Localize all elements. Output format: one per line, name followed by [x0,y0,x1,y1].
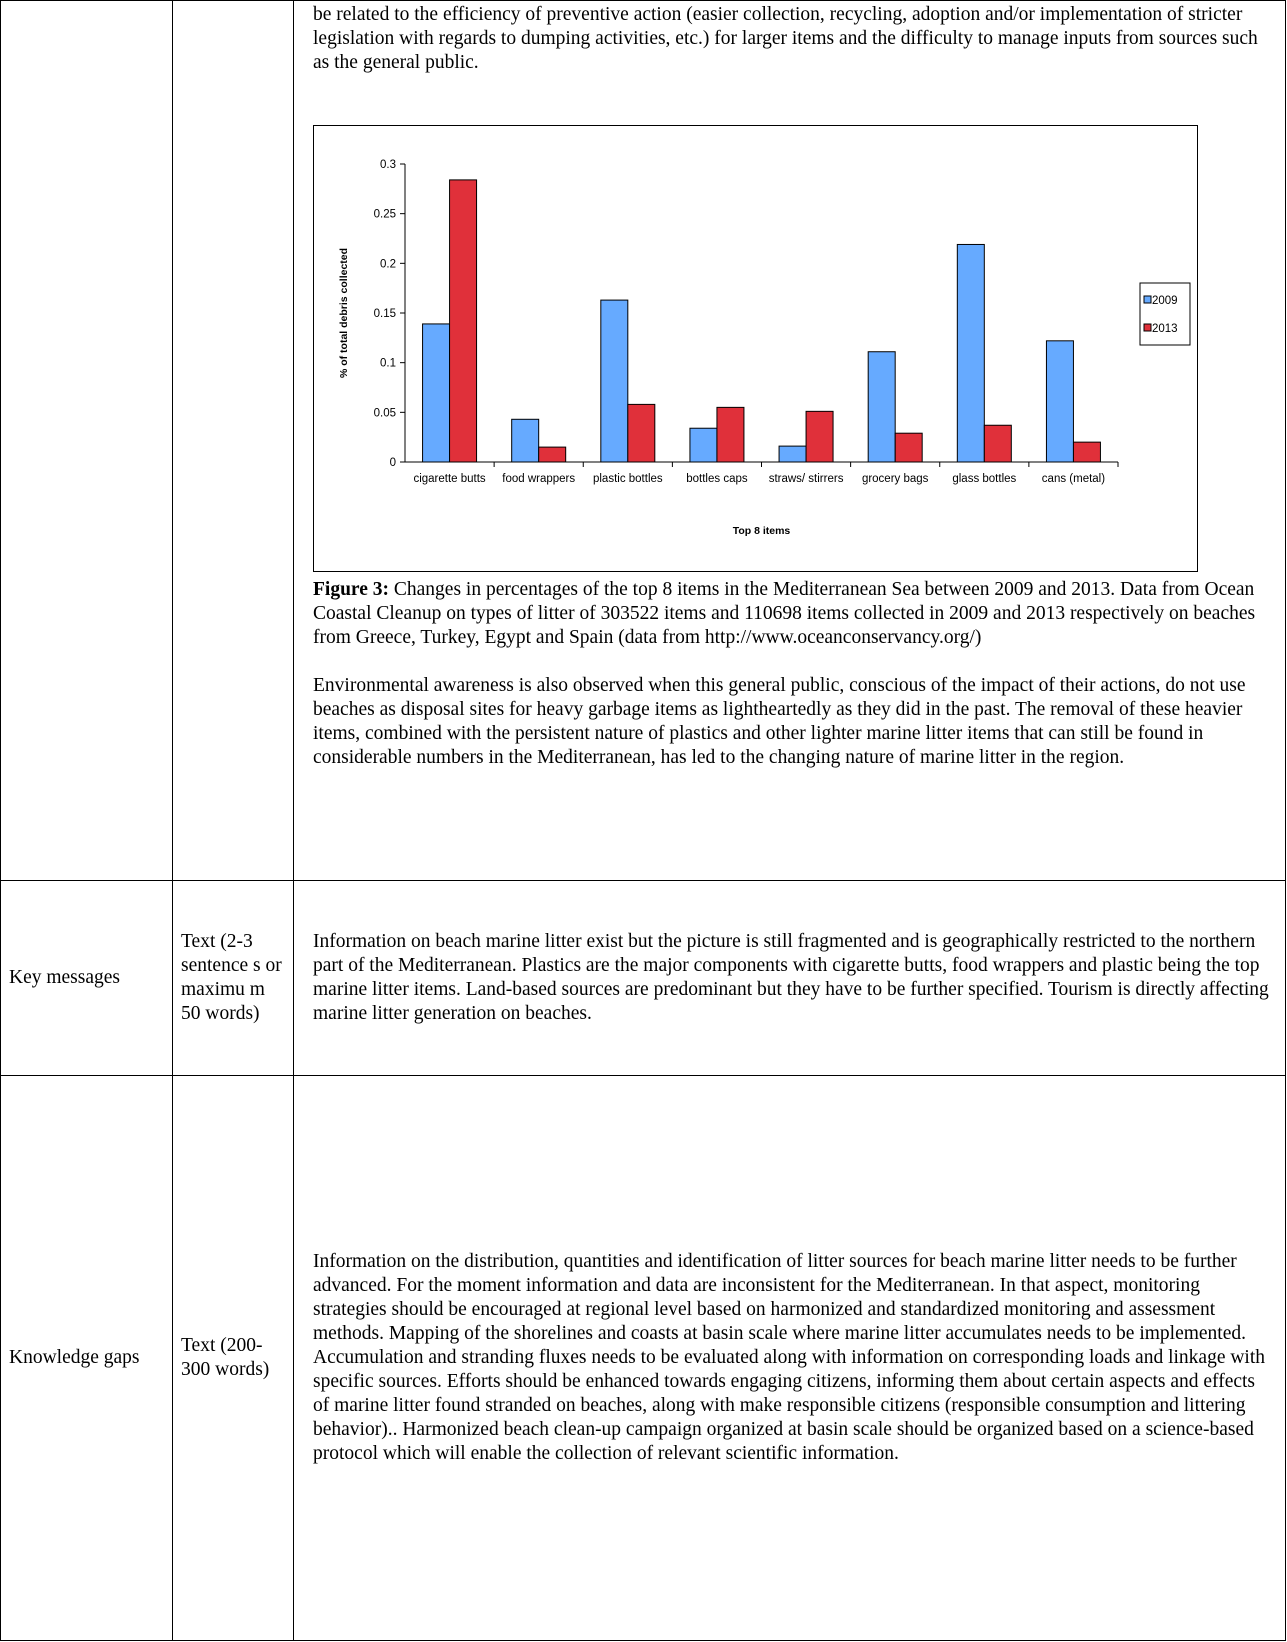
x-tick-label: plastic bottles [593,473,663,485]
bar [894,432,923,463]
row-label: Key messages [0,880,173,1076]
bar [689,427,718,463]
y-tick-label: 0.1 [380,358,396,370]
content: Information on beach marine litter exist… [293,880,1286,1076]
row: Key messages Text (2-3 sentence s or max… [0,880,1286,1076]
caption-text: Changes in percentages of the top 8 item… [313,579,1256,648]
x-tick-label: glass bottles [952,473,1016,485]
bar [511,418,540,463]
x-tick-label: bottles caps [686,473,748,485]
cell [0,0,173,881]
bar [956,243,985,463]
bar [600,299,629,463]
paragraph: be related to the efficiency of preventi… [313,4,1258,73]
cell: be related to the efficiency of preventi… [293,0,1286,881]
x-tick-label: food wrappers [502,473,575,485]
bar [867,351,896,463]
y-tick-label: 0.05 [374,407,396,419]
bar [983,424,1012,463]
legend-swatch [1143,323,1152,332]
bar [716,406,745,463]
x-axis-title: Top 8 items [733,525,791,537]
legend-label: 2009 [1152,295,1178,307]
caption-label: Figure 3: [313,579,390,600]
bar [627,403,656,463]
x-tick-label: grocery bags [862,473,929,485]
bar [1045,340,1074,463]
y-tick-label: 0.3 [380,159,396,171]
y-tick-label: 0.15 [374,308,396,320]
x-tick-label: cans (metal) [1042,473,1105,485]
bar [422,323,451,463]
bar [1072,441,1101,463]
bar [449,179,478,463]
cell [172,0,294,881]
y-tick-label: 0.25 [374,209,396,221]
format: Text (2-3 sentence s or maximu m 50 word… [172,880,294,1076]
y-axis-title: % of total debris collected [338,248,350,378]
content: Information on the distribution, quantit… [293,1075,1286,1641]
paragraph: Environmental awareness is also observed… [313,675,1246,768]
legend-label: 2013 [1152,323,1178,335]
y-tick-label: 0 [390,457,396,469]
row-label: Knowledge gaps [0,1075,173,1641]
caption: Figure 3: Changes in percentages of the … [313,578,1271,650]
chart: 0 0.05 0.1 0.15 0.2 0.25 0.3 % of total debris … [313,125,1198,572]
x-tick-label: cigarette butts [413,473,485,485]
row: Knowledge gaps Text (200- 300 words) Inf… [0,1075,1286,1641]
legend-frame [1139,282,1191,346]
bar [805,410,834,463]
x-tick-label: straws/ stirrers [769,473,844,485]
bar [538,446,567,463]
format: Text (200- 300 words) [172,1075,294,1641]
bar [778,445,807,463]
y-tick-label: 0.2 [380,258,396,270]
legend-swatch [1143,295,1152,304]
row: be related to the efficiency of preventi… [0,0,1286,881]
